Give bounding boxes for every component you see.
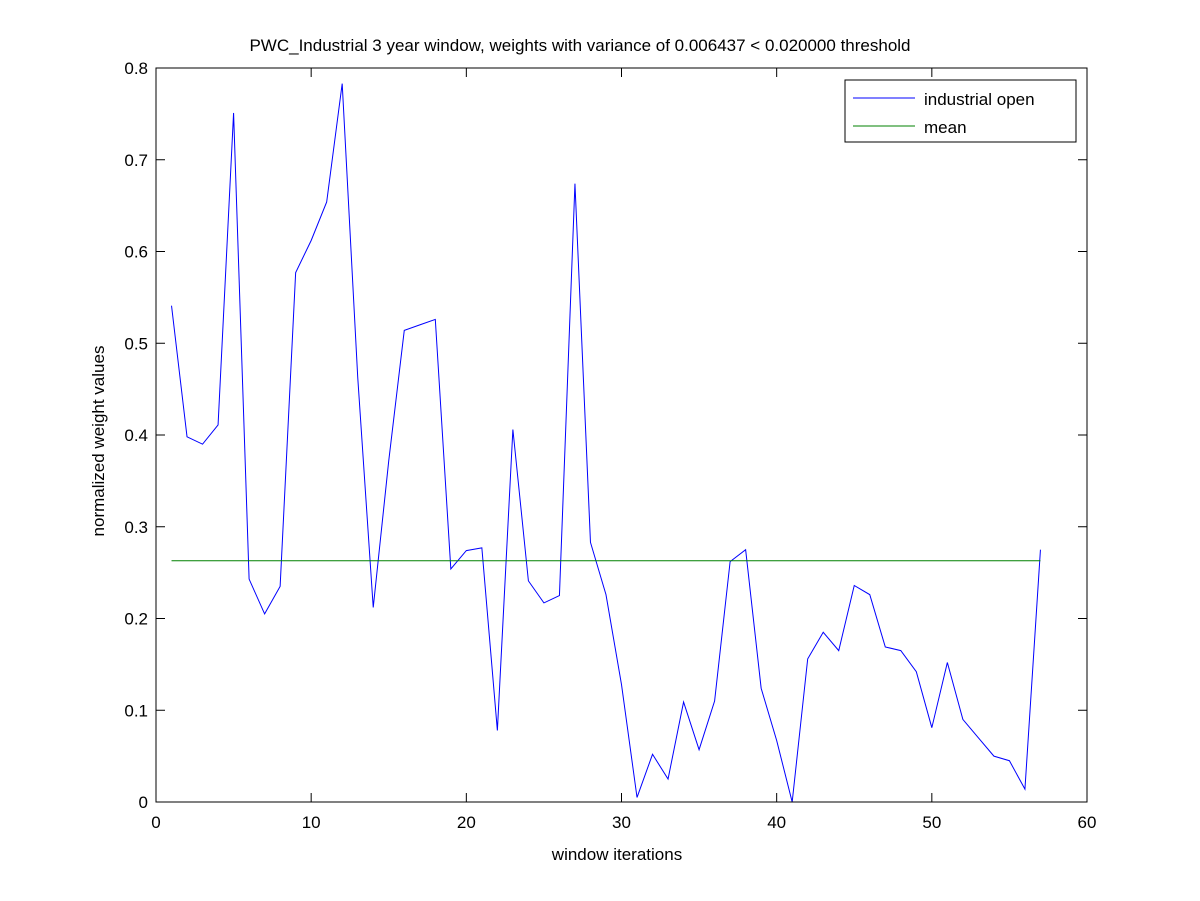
legend: industrial open mean: [844, 79, 1077, 143]
x-axis-label: window iterations: [551, 845, 682, 864]
plot-frame: [155, 67, 1088, 803]
legend-label-mean: mean: [924, 118, 967, 137]
x-tick-label-3: 30: [612, 813, 631, 832]
series-line-industrial-open: [171, 83, 1041, 803]
x-tick-label-4: 40: [767, 813, 786, 832]
chart-title: PWC_Industrial 3 year window, weights wi…: [249, 36, 910, 55]
x-tick-label-5: 50: [922, 813, 941, 832]
y-tick-label-1: 0.1: [124, 701, 148, 720]
series-group: [171, 83, 1041, 803]
x-tick-label-2: 20: [457, 813, 476, 832]
y-tick-label-7: 0.7: [124, 151, 148, 170]
x-tick-label-0: 0: [151, 813, 160, 832]
legend-label-industrial-open: industrial open: [924, 90, 1035, 109]
legend-box: [844, 79, 1077, 143]
y-tick-label-3: 0.3: [124, 518, 148, 537]
tick-group: 0 10 20 30 40 50 60 0 0.1 0.2 0.3 0.4 0.5 0.6 0.7 0.8: [124, 59, 1096, 832]
y-tick-label-4: 0.4: [124, 426, 148, 445]
y-tick-label-5: 0.5: [124, 334, 148, 353]
y-axis-label: normalized weight values: [89, 346, 108, 537]
x-tick-label-6: 60: [1078, 813, 1097, 832]
x-tick-label-1: 10: [302, 813, 321, 832]
plot-area: [156, 68, 1087, 802]
y-tick-label-8: 0.8: [124, 59, 148, 78]
y-tick-label-6: 0.6: [124, 243, 148, 262]
y-tick-label-2: 0.2: [124, 610, 148, 629]
y-tick-label-0: 0: [139, 793, 148, 812]
